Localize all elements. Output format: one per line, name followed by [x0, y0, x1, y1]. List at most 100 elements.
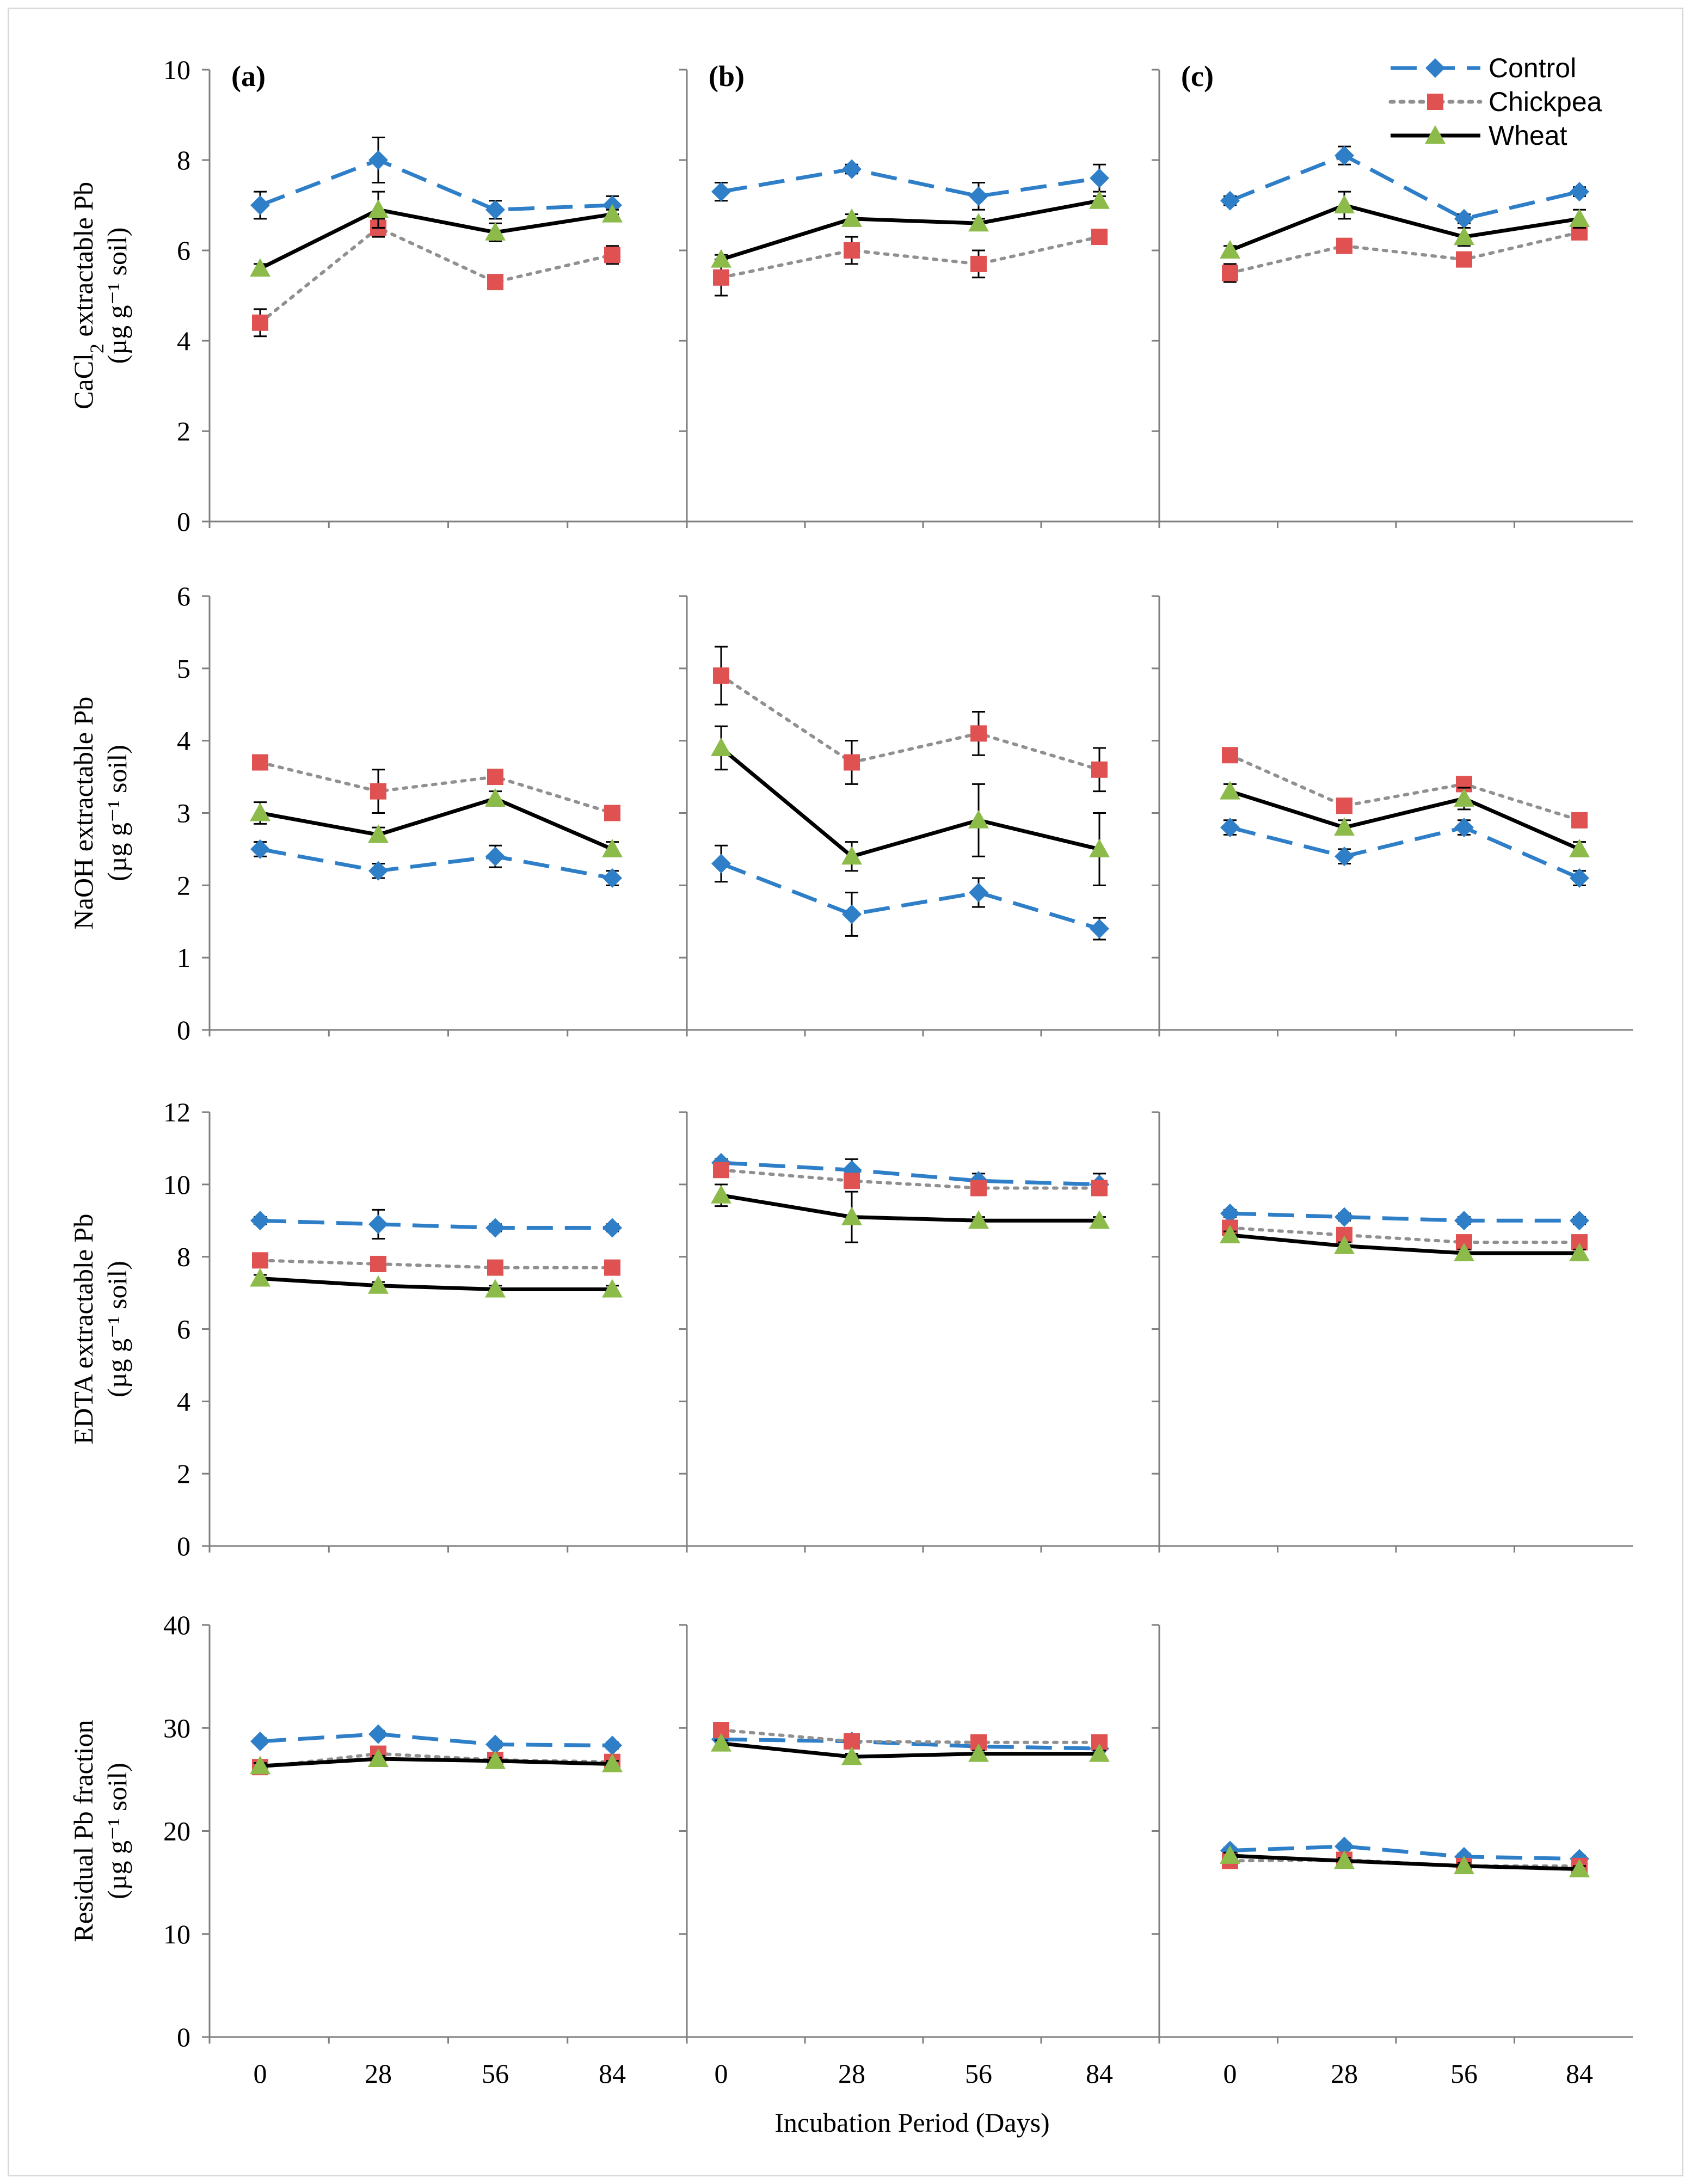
point-wheat	[485, 1279, 506, 1298]
point-control	[1220, 191, 1240, 211]
point-wheat	[602, 838, 623, 857]
point-control	[1335, 1836, 1354, 1856]
point-chickpea	[1091, 761, 1108, 778]
point-control	[485, 200, 505, 220]
series-line-chickpea	[259, 1259, 614, 1269]
series-line-wheat	[259, 207, 613, 271]
point-wheat	[1089, 1743, 1110, 1762]
panel-label: (b)	[709, 60, 745, 93]
point-chickpea	[252, 754, 268, 771]
point-chickpea	[844, 242, 860, 259]
series-line-wheat	[1229, 789, 1581, 851]
point-control	[368, 150, 388, 170]
point-wheat	[1454, 1855, 1474, 1874]
point-wheat	[368, 1749, 389, 1768]
point-wheat	[485, 1750, 506, 1769]
x-tick-label: 84	[1086, 2058, 1113, 2089]
point-wheat	[968, 213, 989, 232]
point-wheat	[1454, 1243, 1474, 1262]
point-control	[368, 1214, 388, 1234]
point-control	[485, 846, 505, 867]
legend-label: Chickpea	[1489, 87, 1602, 117]
point-wheat	[1454, 226, 1474, 246]
series-line-control	[1229, 1844, 1580, 1861]
point-chickpea	[970, 1180, 987, 1197]
panel-NaOH-3	[1152, 595, 1633, 1036]
y-tick-label: 6	[177, 235, 190, 266]
point-wheat	[250, 258, 270, 277]
panel-CaCl2-3: (c)	[1152, 60, 1633, 528]
y-axis-title: NaOH extractable Pb	[68, 697, 99, 930]
point-wheat	[250, 802, 270, 821]
point-control	[1454, 208, 1474, 229]
panel-grid: CaCl2 extractable Pb (µg g⁻¹ soil)0246810…	[68, 54, 1633, 2089]
series-line-chickpea	[1228, 753, 1581, 822]
y-axis-units: (µg g⁻¹ soil)	[102, 1763, 132, 1899]
series-line-control	[259, 158, 613, 212]
series-line-control	[260, 847, 613, 880]
series-line-wheat	[720, 199, 1100, 261]
point-wheat	[1569, 1858, 1590, 1878]
legend-marker	[1425, 125, 1446, 144]
point-wheat	[602, 1279, 623, 1298]
panel-label: (c)	[1181, 60, 1214, 93]
x-tick-label: 0	[1223, 2058, 1237, 2089]
point-wheat	[841, 208, 862, 227]
series-line-control	[260, 1218, 612, 1230]
panel-CaCl2-1: (a)	[202, 60, 687, 528]
panel-NaOH-1	[202, 595, 687, 1036]
series-line-control	[721, 167, 1100, 198]
series-line-wheat	[721, 1741, 1099, 1759]
point-chickpea	[370, 783, 386, 800]
point-wheat	[968, 809, 989, 829]
point-control	[250, 195, 270, 215]
x-tick-label: 0	[715, 2058, 728, 2089]
point-wheat	[968, 1743, 989, 1762]
y-tick-label: 0	[177, 506, 190, 537]
x-tick-label: 0	[254, 2058, 267, 2089]
series-line-control	[260, 1732, 613, 1747]
series-line-control	[1229, 1211, 1579, 1223]
point-control	[1570, 868, 1589, 888]
legend-label: Control	[1489, 53, 1576, 83]
point-wheat	[711, 249, 731, 268]
point-wheat	[1220, 1224, 1240, 1243]
point-control	[1454, 818, 1474, 838]
point-control	[842, 159, 862, 179]
x-tick-label: 84	[1566, 2058, 1593, 2089]
point-chickpea	[1222, 747, 1238, 764]
point-control	[602, 868, 622, 888]
y-tick-label: 8	[177, 145, 190, 175]
point-wheat	[1089, 838, 1110, 857]
point-chickpea	[604, 1259, 620, 1276]
point-wheat	[368, 199, 389, 218]
series-line-chickpea	[1228, 1226, 1581, 1244]
point-control	[1454, 1211, 1474, 1231]
y-tick-label: 3	[177, 798, 190, 829]
series-line-chickpea	[720, 235, 1101, 279]
point-control	[602, 1218, 622, 1238]
point-wheat	[841, 846, 862, 865]
point-control	[711, 854, 731, 874]
panel-Residual-1: 0 28 56 84	[202, 1624, 687, 2089]
chart-row-CaCl2: CaCl2 extractable Pb (µg g⁻¹ soil) 0 2 4 6 8 10…	[68, 54, 1633, 537]
point-control	[250, 839, 270, 859]
y-tick-label: 0	[177, 1015, 190, 1045]
point-wheat	[250, 1756, 270, 1775]
point-wheat	[1569, 208, 1590, 227]
series-line-chickpea	[259, 760, 614, 815]
point-control	[1570, 182, 1589, 202]
point-control	[602, 1735, 622, 1756]
point-wheat	[1220, 781, 1240, 800]
point-wheat	[1220, 240, 1240, 259]
y-axis-units: (µg g⁻¹ soil)	[102, 745, 132, 881]
point-wheat	[841, 1206, 862, 1225]
point-chickpea	[487, 274, 503, 291]
y-axis-title: CaCl2 extractable Pb	[68, 182, 108, 409]
point-wheat	[368, 1275, 389, 1294]
point-wheat	[1089, 1210, 1110, 1229]
y-axis-units: (µg g⁻¹ soil)	[102, 228, 132, 364]
point-wheat	[711, 1185, 731, 1204]
y-tick-label: 8	[177, 1242, 190, 1272]
legend-marker	[1427, 94, 1443, 110]
